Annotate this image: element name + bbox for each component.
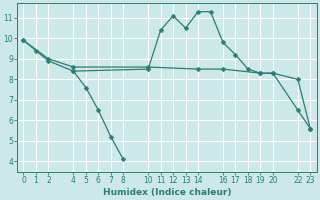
X-axis label: Humidex (Indice chaleur): Humidex (Indice chaleur) [103, 188, 231, 197]
